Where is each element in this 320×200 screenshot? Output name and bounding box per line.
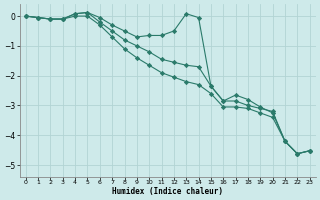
X-axis label: Humidex (Indice chaleur): Humidex (Indice chaleur) bbox=[112, 187, 223, 196]
